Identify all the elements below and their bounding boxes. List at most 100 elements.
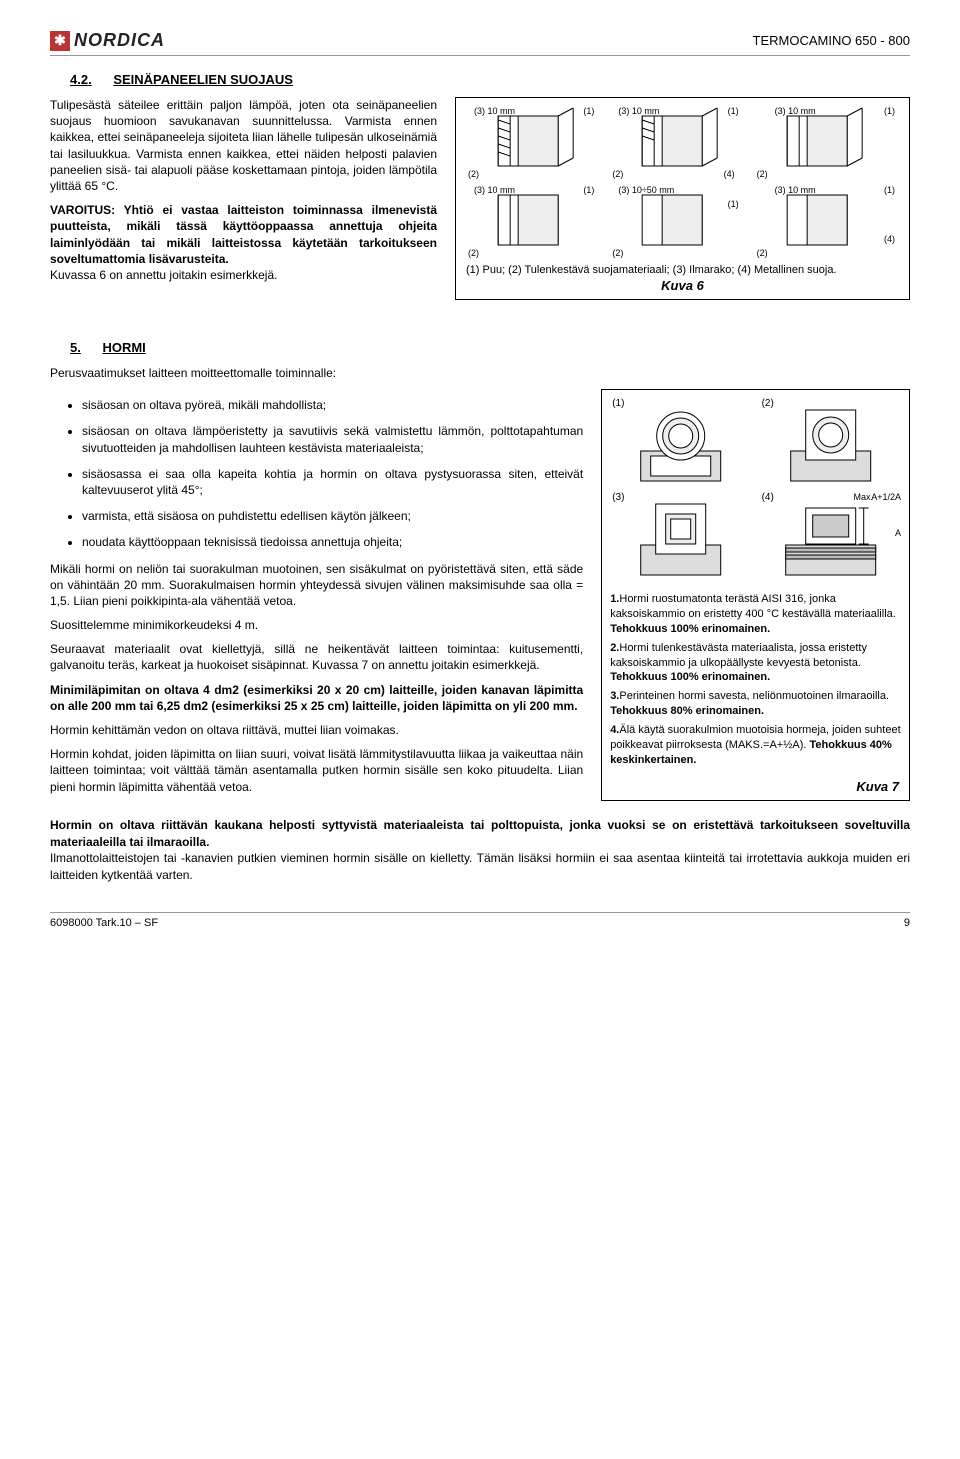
fig6-cell-3: (3) 10 mm (1) (2) (755, 106, 899, 179)
fig6-l2f: (2) (757, 248, 768, 258)
list-item: varmista, että sisäosa on puhdistettu ed… (82, 508, 583, 524)
footer-left: 6098000 Tark.10 – SF (50, 917, 158, 929)
flue-section-icon (608, 396, 753, 486)
fig6-l2b: (2) (612, 169, 623, 179)
fig7-t3: Perinteinen hormi savesta, neliönmuotoin… (619, 690, 889, 702)
fig7-grid: (1) (2) (602, 390, 909, 586)
flame-icon: ✱ (50, 31, 70, 51)
section-5-body: sisäosan on oltava pyöreä, mikäli mahdol… (50, 389, 910, 803)
fig7-c3: (3) (612, 492, 624, 503)
fig6-l3d: (3) 10 mm (474, 185, 515, 195)
fig7-t2: Hormi tulenkestävästa materiaalista, jos… (610, 642, 867, 669)
fig6-l3f: (3) 10 mm (775, 185, 816, 195)
section-5-title: 5. HORMI (70, 340, 910, 355)
logo: ✱ NORDICA (50, 30, 165, 51)
sec5-p2: Suosittelemme minimikorkeudeksi 4 m. (50, 617, 583, 633)
fig7-b2: Tehokkuus 100% erinomainen. (610, 671, 770, 683)
figure-7: (1) (2) (601, 389, 910, 803)
fig6-l1f: (1) (884, 185, 895, 195)
fig7-cell-2: (2) (758, 396, 903, 486)
fig7-c2: (2) (762, 398, 774, 409)
fig7-item-3: 3.Perinteinen hormi savesta, neliönmuoto… (610, 689, 901, 719)
fig7-c4: (4) (762, 492, 774, 503)
flue-section-icon (608, 490, 753, 580)
sec5-p4: Hormin kehittämän vedon on oltava riittä… (50, 722, 583, 738)
fig6-l1: (1) (583, 106, 594, 116)
fig6-l4f: (4) (884, 234, 895, 244)
fig6-l1b: (1) (728, 106, 739, 116)
page: ✱ NORDICA TERMOCAMINO 650 - 800 4.2. SEI… (0, 0, 960, 949)
fig6-l3: (3) 10 mm (474, 106, 515, 116)
fig7-cell-1: (1) (608, 396, 753, 486)
sec5-pbold: Minimiläpimitan on oltava 4 dm2 (esimerk… (50, 682, 583, 714)
section-42-warning: VAROITUS: Yhtiö ei vastaa laitteiston to… (50, 202, 437, 283)
fig6-l1e: (1) (728, 199, 739, 209)
sec5-p5: Hormin kohdat, joiden läpimitta on liian… (50, 746, 583, 795)
fig7-item-4: 4.Älä käytä suorakulmion muotoisia horme… (610, 723, 901, 768)
fig7-c1: (1) (612, 398, 624, 409)
list-item: sisäosan on oltava pyöreä, mikäli mahdol… (82, 397, 583, 413)
logo-text: NORDICA (74, 30, 165, 51)
wall-section-icon (755, 185, 899, 255)
fig7-n1: 1. (610, 593, 619, 605)
fig7-max: Max. (853, 492, 873, 502)
flue-section-icon (758, 490, 903, 580)
fig6-l2d: (2) (468, 248, 479, 258)
fig6-cell-5: (3) 10÷50 mm (1) (2) (610, 185, 754, 258)
list-item: sisäosan on oltava lämpöeristetty ja sav… (82, 423, 583, 455)
section-5-left: sisäosan on oltava pyöreä, mikäli mahdol… (50, 389, 583, 803)
figure-6-box: (3) 10 mm (1) (2) (3) 10 mm ( (455, 97, 910, 300)
section-5-number: 5. (70, 340, 81, 355)
section-5-heading: HORMI (102, 340, 145, 355)
fig7-item-2: 2.Hormi tulenkestävästa materiaalista, j… (610, 641, 901, 686)
section-5-bullets: sisäosan on oltava pyöreä, mikäli mahdol… (82, 397, 583, 550)
page-header: ✱ NORDICA TERMOCAMINO 650 - 800 (50, 30, 910, 56)
fig6-name: Kuva 6 (466, 278, 899, 293)
fig7-b3: Tehokkuus 80% erinomainen. (610, 705, 764, 717)
fig7-n2: 2. (610, 642, 619, 654)
fig6-row2: (3) 10 mm (1) (2) (3) 10÷50 mm (1) (2) (466, 185, 899, 258)
section-42-para1: Tulipesästä säteilee erittäin paljon läm… (50, 97, 437, 194)
fig7-formula: A+1/2A (871, 492, 901, 502)
fig6-l1d: (1) (583, 185, 594, 195)
fig7-n3: 3. (610, 690, 619, 702)
fig6-l3b: (3) 10 mm (618, 106, 659, 116)
section-5-intro: Perusvaatimukset laitteen moitteettomall… (50, 365, 910, 381)
section-42-body: Tulipesästä säteilee erittäin paljon läm… (50, 97, 910, 300)
list-item: sisäosassa ei saa olla kapeita kohtia ja… (82, 466, 583, 498)
fig7-list: 1.Hormi ruostumatonta terästä AISI 316, … (602, 586, 909, 775)
fig6-cell-2: (3) 10 mm (1) (2) (4) (610, 106, 754, 179)
warning-tail: Kuvassa 6 on annettu joitakin esimerkkej… (50, 268, 277, 282)
fig7-name: Kuva 7 (602, 775, 909, 800)
list-item: noudata käyttöoppaan teknisissä tiedoiss… (82, 534, 583, 550)
final-bold: Hormin on oltava riittävän kaukana helpo… (50, 817, 910, 851)
fig7-cell-3: (3) (608, 490, 753, 580)
section-42-left: Tulipesästä säteilee erittäin paljon läm… (50, 97, 437, 300)
fig6-l2e: (2) (612, 248, 623, 258)
final-p2: Ilmanottolaitteistojen tai -kanavien put… (50, 850, 910, 884)
fig6-l2: (2) (468, 169, 479, 179)
fig7-a: A (895, 528, 901, 538)
figure-7-box: (1) (2) (601, 389, 910, 801)
fig6-l3e: (3) 10÷50 mm (618, 185, 674, 195)
wall-section-icon (755, 106, 899, 176)
fig7-item-1: 1.Hormi ruostumatonta terästä AISI 316, … (610, 592, 901, 637)
wall-section-icon (610, 106, 754, 176)
wall-section-icon (610, 185, 754, 255)
figure-6: (3) 10 mm (1) (2) (3) 10 mm ( (455, 97, 910, 300)
section-42-number: 4.2. (70, 72, 92, 87)
page-footer: 6098000 Tark.10 – SF 9 (50, 912, 910, 929)
section-42-heading: SEINÄPANEELIEN SUOJAUS (113, 72, 293, 87)
fig7-cell-4: (4) Max. A+1/2A A (758, 490, 903, 580)
doc-title: TERMOCAMINO 650 - 800 (753, 33, 911, 48)
section-42-title: 4.2. SEINÄPANEELIEN SUOJAUS (70, 72, 910, 87)
final-block: Hormin on oltava riittävän kaukana helpo… (50, 817, 910, 884)
flue-section-icon (758, 396, 903, 486)
fig7-b1: Tehokkuus 100% erinomainen. (610, 623, 770, 635)
page-number: 9 (904, 917, 910, 929)
fig6-l3c: (3) 10 mm (775, 106, 816, 116)
wall-section-icon (466, 106, 610, 176)
fig6-row1: (3) 10 mm (1) (2) (3) 10 mm ( (466, 106, 899, 179)
fig6-cell-4: (3) 10 mm (1) (2) (466, 185, 610, 258)
fig6-caption: (1) Puu; (2) Tulenkestävä suojamateriaal… (466, 264, 899, 276)
